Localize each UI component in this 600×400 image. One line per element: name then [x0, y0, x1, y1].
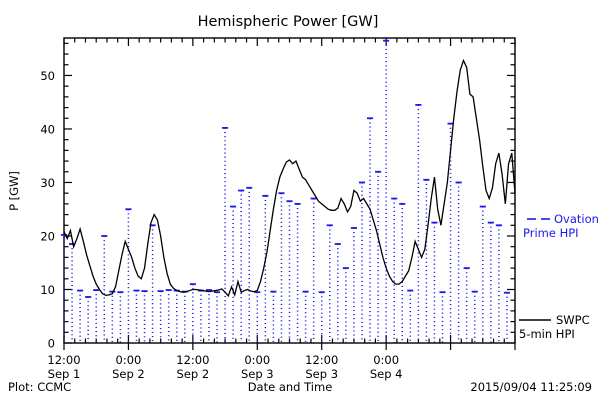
series-ovation-prime-hpi: [60, 39, 511, 343]
x-tick-label-time: 12:00: [305, 353, 338, 367]
y-axis-label: P [GW]: [7, 171, 21, 211]
x-tick-label-date: Sep 3: [241, 367, 274, 381]
y-tick-label: 10: [40, 283, 55, 297]
y-axis-tick-labels: 0 10 20 30 40 50: [40, 69, 55, 351]
x-axis-label: Date and Time: [248, 380, 333, 394]
y-tick-label: 50: [40, 69, 55, 83]
series-swpc-5min-hpi: [63, 58, 516, 298]
legend-ovation-prime: Ovation Prime HPI: [523, 212, 599, 240]
chart-title: Hemispheric Power [GW]: [198, 14, 379, 30]
x-tick-label-date: Sep 1: [48, 367, 81, 381]
x-tick-label-time: 0:00: [244, 353, 270, 367]
x-tick-label-time: 12:00: [47, 353, 80, 367]
legend-swpc-label-line2: 5-min HPI: [519, 327, 575, 341]
x-tick-label-time: 0:00: [116, 353, 142, 367]
x-tick-label-time: 12:00: [176, 353, 209, 367]
x-tick-label-time: 0:00: [373, 353, 399, 367]
legend-ovation-label-line2: Prime HPI: [523, 226, 579, 240]
swpc-line: [63, 58, 516, 298]
x-tick-label-date: Sep 4: [370, 367, 403, 381]
legend-swpc-5min: SWPC 5-min HPI: [519, 313, 590, 341]
footer-timestamp: 2015/09/04 11:25:09: [470, 380, 592, 394]
y-tick-label: 20: [40, 229, 55, 243]
legend-swpc-label-line1: SWPC: [556, 313, 590, 327]
footer-plot-source: Plot: CCMC: [8, 380, 71, 394]
y-tick-label: 0: [48, 336, 55, 350]
y-tick-label: 30: [40, 176, 55, 190]
x-tick-label-date: Sep 3: [305, 367, 338, 381]
y-tick-label: 40: [40, 122, 55, 136]
x-tick-label-date: Sep 2: [177, 367, 210, 381]
legend-ovation-label-line1: Ovation: [554, 212, 599, 226]
x-tick-label-date: Sep 2: [112, 367, 145, 381]
